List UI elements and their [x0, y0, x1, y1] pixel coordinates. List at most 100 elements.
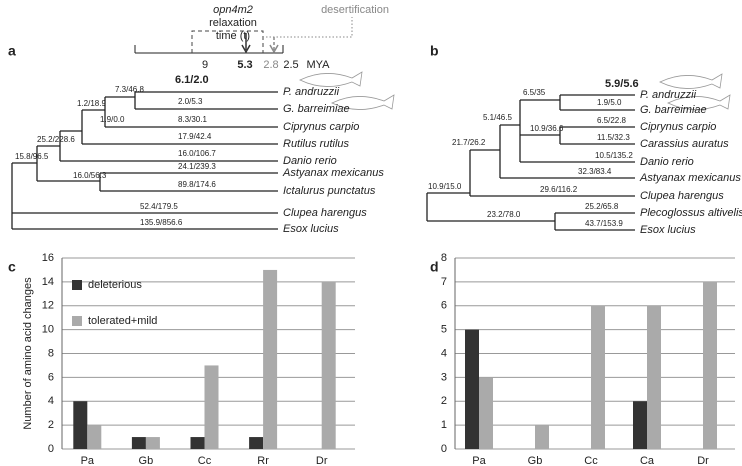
branch-label: 25.2/228.6 [37, 135, 75, 144]
timeline-unit: MYA [306, 59, 330, 71]
y-axis-label: Number of amino acid changes [22, 277, 34, 430]
branch-label: 23.2/78.0 [487, 210, 521, 219]
event-connector [266, 17, 353, 38]
branch-label: 1.9/5.0 [597, 98, 622, 107]
branch-label: 135.9/856.6 [140, 218, 183, 227]
branch-label: 32.3/83.4 [578, 167, 612, 176]
bar [647, 305, 661, 449]
branch-label: 24.1/239.3 [178, 162, 216, 171]
species-label: Ciprynus carpio [283, 121, 359, 133]
branch-label: 15.8/96.5 [15, 152, 49, 161]
branch-label: 11.5/32.3 [597, 133, 630, 142]
arrowhead [269, 44, 279, 54]
timeline-label: time (t) [216, 30, 250, 42]
bar [321, 281, 336, 449]
legend-swatch [72, 316, 82, 326]
branch-label: 5.9/5.6 [605, 78, 639, 90]
x-tick-label: Ca [640, 455, 655, 466]
branch-label: 5.1/46.5 [483, 113, 512, 122]
fish-icon [299, 71, 363, 87]
species-label: Clupea harengus [283, 207, 367, 219]
species-label: P. andruzzii [283, 86, 340, 98]
branch-label: 1.9/0.0 [100, 115, 125, 124]
bar [249, 437, 264, 449]
branch-label: 16.0/106.7 [178, 149, 216, 158]
branch-label: 52.4/179.5 [140, 202, 178, 211]
panel-label: a [8, 43, 16, 59]
relaxation-bracket [191, 30, 264, 53]
bar [263, 269, 278, 449]
legend-label: tolerated+mild [88, 315, 157, 327]
species-label: Ictalurus punctatus [283, 185, 376, 197]
branch-label: 8.3/30.1 [178, 115, 207, 124]
fish-icon [659, 73, 723, 89]
branch-label: 89.8/174.6 [178, 180, 216, 189]
bar [535, 425, 549, 449]
timeline-tick: 2.5 [283, 59, 298, 71]
species-label: Astyanax mexicanus [639, 172, 741, 184]
species-label: Plecoglossus altivelis [640, 207, 742, 219]
species-label: Ciprynus carpio [640, 121, 716, 133]
branch-label: 6.5/35 [523, 88, 546, 97]
branch-label: 43.7/153.9 [585, 219, 623, 228]
species-label: G. barreimiae [283, 103, 350, 115]
branch-label: 10.9/15.0 [428, 182, 462, 191]
y-tick-label: 3 [441, 371, 447, 383]
event-label: desertification [321, 4, 389, 16]
species-label: Esox lucius [640, 224, 696, 236]
branch-label: 16.0/56.3 [73, 171, 107, 180]
branch-label: 10.9/36.6 [530, 124, 564, 133]
y-tick-label: 5 [441, 324, 447, 336]
y-tick-label: 14 [42, 276, 54, 288]
x-tick-label: Pa [472, 455, 486, 466]
branch-label: 21.7/26.2 [452, 138, 486, 147]
bar [204, 365, 219, 449]
fish-icons [299, 71, 731, 110]
bar [465, 329, 479, 449]
y-tick-label: 0 [441, 443, 447, 455]
arrowhead [241, 44, 251, 54]
gene-label: opn4m2 [213, 4, 253, 16]
bar [87, 425, 102, 449]
y-tick-label: 7 [441, 276, 447, 288]
fish-icon [331, 94, 395, 110]
y-tick-label: 4 [441, 347, 447, 359]
panel-label: d [430, 259, 439, 275]
species-label: Carassius auratus [640, 138, 729, 150]
y-tick-label: 8 [48, 347, 54, 359]
y-tick-label: 2 [48, 419, 54, 431]
panel-label: c [8, 259, 16, 275]
timeline-tick: 5.3 [237, 59, 252, 71]
panel-label: b [430, 43, 439, 59]
species-label: P. andruzzii [640, 89, 697, 101]
species-label: Astyanax mexicanus [282, 167, 384, 179]
legend-label: deleterious [88, 279, 142, 291]
species-label: Danio rerio [283, 155, 337, 167]
timeline-tick: 2.8 [263, 59, 278, 71]
bar [73, 401, 88, 449]
branch-label: 17.9/42.4 [178, 132, 212, 141]
species-label: Rutilus rutilus [283, 138, 350, 150]
y-tick-label: 2 [441, 395, 447, 407]
x-tick-label: Cc [198, 455, 212, 466]
bar [479, 377, 493, 449]
bar [591, 305, 605, 449]
x-tick-label: Rr [257, 455, 269, 466]
fish-icon [667, 94, 731, 110]
bar [145, 437, 160, 449]
species-label: Danio rerio [640, 156, 694, 168]
species-label: Clupea harengus [640, 190, 724, 202]
branch-label: 7.3/46.8 [115, 85, 144, 94]
x-tick-label: Dr [316, 455, 328, 466]
timeline-tick: 9 [202, 59, 208, 71]
y-tick-label: 12 [42, 300, 54, 312]
bar [190, 437, 205, 449]
branch-label: 29.6/116.2 [540, 185, 578, 194]
branch-label: 25.2/65.8 [585, 202, 619, 211]
branch-label: 1.2/18.9 [77, 99, 106, 108]
x-tick-label: Gb [139, 455, 154, 466]
x-tick-label: Gb [528, 455, 543, 466]
bar [633, 401, 647, 449]
y-tick-label: 1 [441, 419, 447, 431]
